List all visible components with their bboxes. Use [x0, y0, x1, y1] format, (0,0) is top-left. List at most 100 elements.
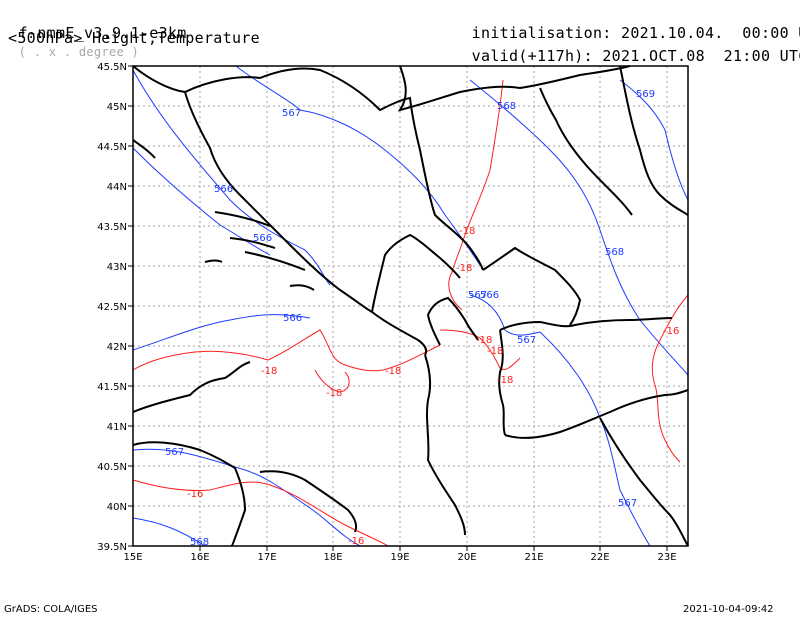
kosovo-macedonia-border — [499, 317, 673, 331]
serbia-kosovo-border — [482, 246, 582, 326]
height-contour-569 — [619, 79, 689, 201]
albania-macedonia-border — [498, 329, 506, 436]
lat-label: 44N — [107, 182, 127, 193]
valid-time: valid(+117h): 2021.OCT.08 21:00 UTC — [453, 29, 800, 65]
island-3 — [244, 251, 306, 271]
height-contour-566-south — [132, 314, 311, 351]
lat-label: 41.5N — [97, 382, 127, 393]
height-label: 566 — [214, 184, 233, 195]
hungary-border — [397, 65, 631, 112]
temp-contour-18-north — [448, 79, 504, 311]
temp-contour-16-east — [651, 294, 689, 463]
serbia-croatia-river — [539, 87, 633, 216]
temp-label: -16 — [663, 326, 679, 337]
lat-label: 45.5N — [97, 62, 127, 73]
lat-label: 40.5N — [97, 462, 127, 473]
height-contour-567-north — [235, 65, 481, 266]
height-label: 567 — [468, 290, 487, 301]
italy-south-coast — [132, 441, 247, 547]
lat-label: 43N — [107, 262, 127, 273]
height-contour-567-south — [132, 448, 361, 547]
lat-label: 43.5N — [97, 222, 127, 233]
height-contour-566-inner — [132, 147, 271, 256]
montenegro-albania-border — [426, 296, 479, 346]
init-value: 2021.10.04. 00:00 UTC — [620, 24, 800, 42]
calabria-coast — [259, 470, 358, 533]
temp-label: -18 — [456, 263, 472, 274]
lat-label: 44.5N — [97, 142, 127, 153]
level-fields: <500hPa> Height,Temperature — [8, 29, 260, 47]
height-label: 566 — [283, 313, 302, 324]
height-contour-567-east — [469, 294, 541, 336]
lon-label: 17E — [257, 552, 276, 563]
temp-label: -16 — [348, 536, 364, 547]
lat-labels: 45.5N 45N 44.5N 44N 43.5N 43N 42.5N 42N … — [97, 62, 127, 553]
lat-lon-grid — [133, 66, 688, 546]
lon-label: 21E — [524, 552, 543, 563]
lat-label: 41N — [107, 422, 127, 433]
init-label: initialisation: — [471, 24, 612, 42]
temp-label: -18 — [476, 335, 492, 346]
temperature-labels: -18 -18 -18 -18 -18 -18 -18 -18 -16 -16 … — [187, 226, 679, 547]
lon-label: 19E — [390, 552, 409, 563]
italy-heel — [132, 361, 251, 413]
temp-label: -18 — [459, 226, 475, 237]
height-contour-568-south — [132, 517, 206, 547]
croatia-bosnia-border — [184, 67, 484, 271]
island-6 — [132, 139, 156, 159]
island-5 — [289, 284, 315, 291]
height-label: 566 — [480, 290, 499, 301]
lon-label: 22E — [590, 552, 609, 563]
height-label: 568 — [190, 537, 209, 548]
temp-contour-16-south — [132, 479, 389, 547]
island-2 — [229, 237, 276, 249]
valid-value: 2021.OCT.08 21:00 UTC — [602, 47, 800, 65]
island-1 — [214, 211, 271, 227]
temp-label: -18 — [385, 366, 401, 377]
temp-label: -18 — [326, 388, 342, 399]
footer-timestamp: 2021-10-04-09:42 — [683, 604, 774, 615]
lat-label: 40N — [107, 502, 127, 513]
greece-border — [504, 389, 689, 439]
footer-credit: GrADS: COLA/IGES — [4, 604, 98, 615]
temp-label: -18 — [497, 375, 513, 386]
greece-coast-west — [599, 417, 689, 547]
lat-label: 39.5N — [97, 542, 127, 553]
island-4 — [204, 259, 223, 263]
height-labels: 567 568 569 566 568 566 567 566 567 567 … — [165, 89, 655, 548]
borders-coastlines — [132, 65, 689, 547]
lon-label: 16E — [190, 552, 209, 563]
lat-label: 42.5N — [97, 302, 127, 313]
lon-label: 18E — [323, 552, 342, 563]
lat-label: 42N — [107, 342, 127, 353]
projection-label: ( . x . degree ) — [18, 45, 140, 59]
albania-coast — [424, 354, 466, 536]
height-contour-566-west — [132, 69, 331, 286]
serbia-east — [619, 65, 689, 216]
height-contours — [132, 65, 689, 547]
height-label: 568 — [605, 247, 624, 258]
model-name: f-nmmE_v3.9.1-e3km — [18, 24, 187, 42]
height-label: 568 — [497, 101, 516, 112]
height-contour-568-north — [469, 79, 689, 376]
temp-contour-18-loop — [314, 369, 350, 393]
lat-label: 45N — [107, 102, 127, 113]
adriatic-coast-north — [132, 65, 428, 356]
dalmatian-islands — [132, 139, 315, 291]
height-label: 567 — [517, 335, 536, 346]
lon-labels: 15E 16E 17E 18E 19E 20E 21E 22E 23E — [123, 552, 676, 563]
lon-label: 20E — [457, 552, 476, 563]
valid-label: valid(+117h): — [471, 47, 593, 65]
lon-label: 15E — [123, 552, 142, 563]
temp-label: -16 — [187, 489, 203, 500]
axis-ticks — [128, 65, 668, 551]
height-label: 567 — [165, 447, 184, 458]
height-label: 567 — [618, 498, 637, 509]
temp-label: -18 — [487, 346, 503, 357]
temp-contour-18-east — [439, 329, 521, 371]
height-label: 566 — [253, 233, 272, 244]
init-time: initialisation: 2021.10.04. 00:00 UTC — [453, 6, 800, 42]
bosnia-montenegro-border — [371, 233, 461, 313]
temperature-contours — [132, 79, 689, 547]
